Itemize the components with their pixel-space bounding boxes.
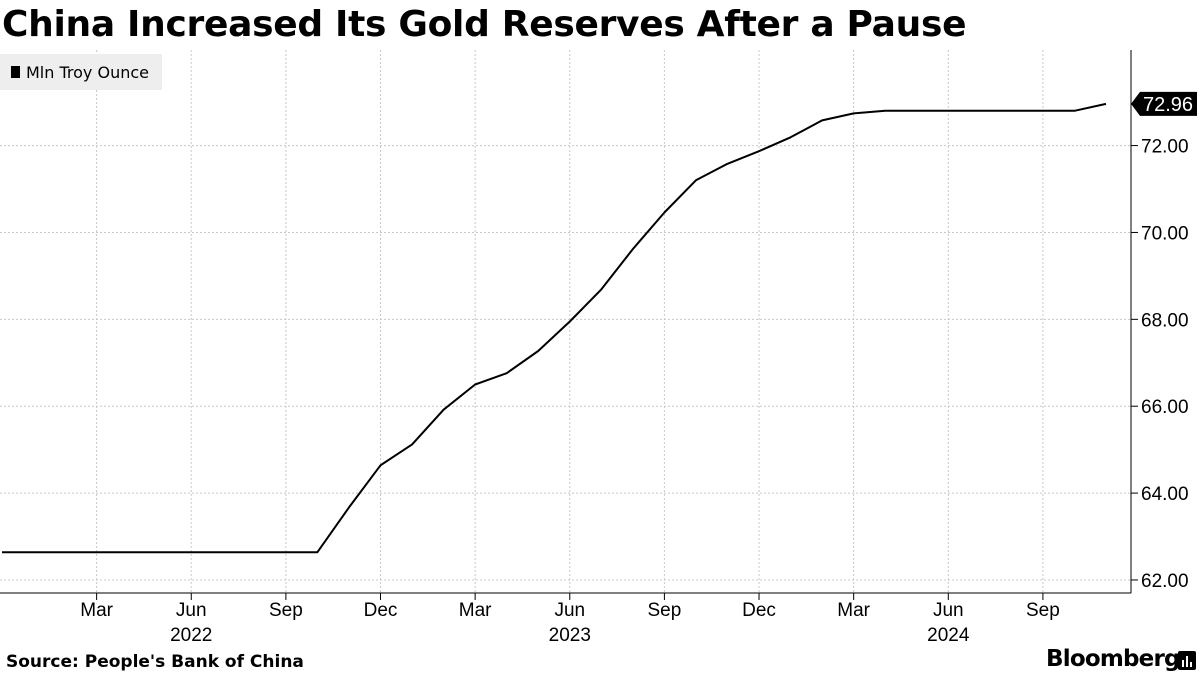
x-axis-labels: Mar Jun Sep Dec Mar Jun Sep Dec Mar Jun Sep 2022 202… xyxy=(80,600,1060,646)
x-tick-label: Mar xyxy=(459,600,492,621)
x-tick-label: Mar xyxy=(80,600,113,621)
y-tick-label: 64.00 xyxy=(1141,484,1189,505)
x-year-label: 2023 xyxy=(549,625,591,646)
last-value-label: 72.96 xyxy=(1143,94,1193,116)
legend-swatch xyxy=(11,66,20,78)
x-tick-label: Sep xyxy=(1026,600,1060,621)
x-tick-label: Dec xyxy=(742,600,776,621)
x-tick-label: Mar xyxy=(837,600,870,621)
source-note: Source: People's Bank of China xyxy=(6,652,304,672)
y-tick-label: 72.00 xyxy=(1141,137,1189,158)
axes xyxy=(0,50,1138,600)
y-tick-label: 68.00 xyxy=(1141,310,1189,331)
brand-logo: Bloomberg xyxy=(1046,646,1180,672)
y-tick-label: 70.00 xyxy=(1141,223,1189,244)
series-layer xyxy=(2,102,1107,554)
legend: Mln Troy Ounce xyxy=(0,54,162,90)
grid-lines xyxy=(0,50,1131,593)
x-tick-label: Dec xyxy=(364,600,398,621)
y-axis-labels: 62.00 64.00 66.00 68.00 70.00 72.00 xyxy=(1141,137,1189,592)
bloomberg-terminal-icon xyxy=(1178,651,1196,670)
x-tick-label: Jun xyxy=(933,600,964,621)
x-year-label: 2022 xyxy=(170,625,212,646)
x-tick-label: Sep xyxy=(269,600,303,621)
legend-label: Mln Troy Ounce xyxy=(26,63,149,82)
series-line xyxy=(2,102,1107,554)
chart-title: China Increased Its Gold Reserves After … xyxy=(2,4,967,45)
legend-background xyxy=(0,54,162,90)
x-tick-label: Jun xyxy=(554,600,585,621)
y-tick-label: 66.00 xyxy=(1141,397,1189,418)
x-tick-label: Jun xyxy=(176,600,207,621)
y-tick-label: 62.00 xyxy=(1141,571,1189,592)
x-year-label: 2024 xyxy=(927,625,970,646)
x-tick-label: Sep xyxy=(647,600,681,621)
last-value-marker: 72.96 xyxy=(1131,91,1197,116)
last-value-flag xyxy=(1131,91,1197,116)
